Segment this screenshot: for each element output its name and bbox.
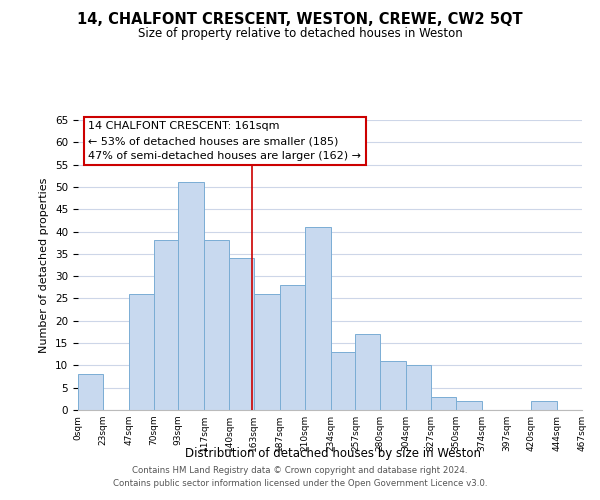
Bar [204, 240, 229, 410]
Text: 14, CHALFONT CRESCENT, WESTON, CREWE, CW2 5QT: 14, CHALFONT CRESCENT, WESTON, CREWE, CW… [77, 12, 523, 28]
Bar [254, 294, 280, 410]
Bar [154, 240, 178, 410]
Bar [78, 374, 103, 410]
Bar [406, 366, 431, 410]
Bar [129, 294, 154, 410]
Bar [305, 227, 331, 410]
Bar [229, 258, 254, 410]
Text: 14 CHALFONT CRESCENT: 161sqm
← 53% of detached houses are smaller (185)
47% of s: 14 CHALFONT CRESCENT: 161sqm ← 53% of de… [88, 122, 361, 161]
Y-axis label: Number of detached properties: Number of detached properties [40, 178, 49, 352]
Bar [280, 285, 305, 410]
Bar [380, 361, 406, 410]
Text: Distribution of detached houses by size in Weston: Distribution of detached houses by size … [185, 448, 481, 460]
Text: Size of property relative to detached houses in Weston: Size of property relative to detached ho… [137, 28, 463, 40]
Bar [355, 334, 380, 410]
Bar [178, 182, 204, 410]
Bar [331, 352, 355, 410]
Bar [456, 401, 482, 410]
Text: Contains HM Land Registry data © Crown copyright and database right 2024.
Contai: Contains HM Land Registry data © Crown c… [113, 466, 487, 487]
Bar [531, 401, 557, 410]
Bar [431, 396, 456, 410]
